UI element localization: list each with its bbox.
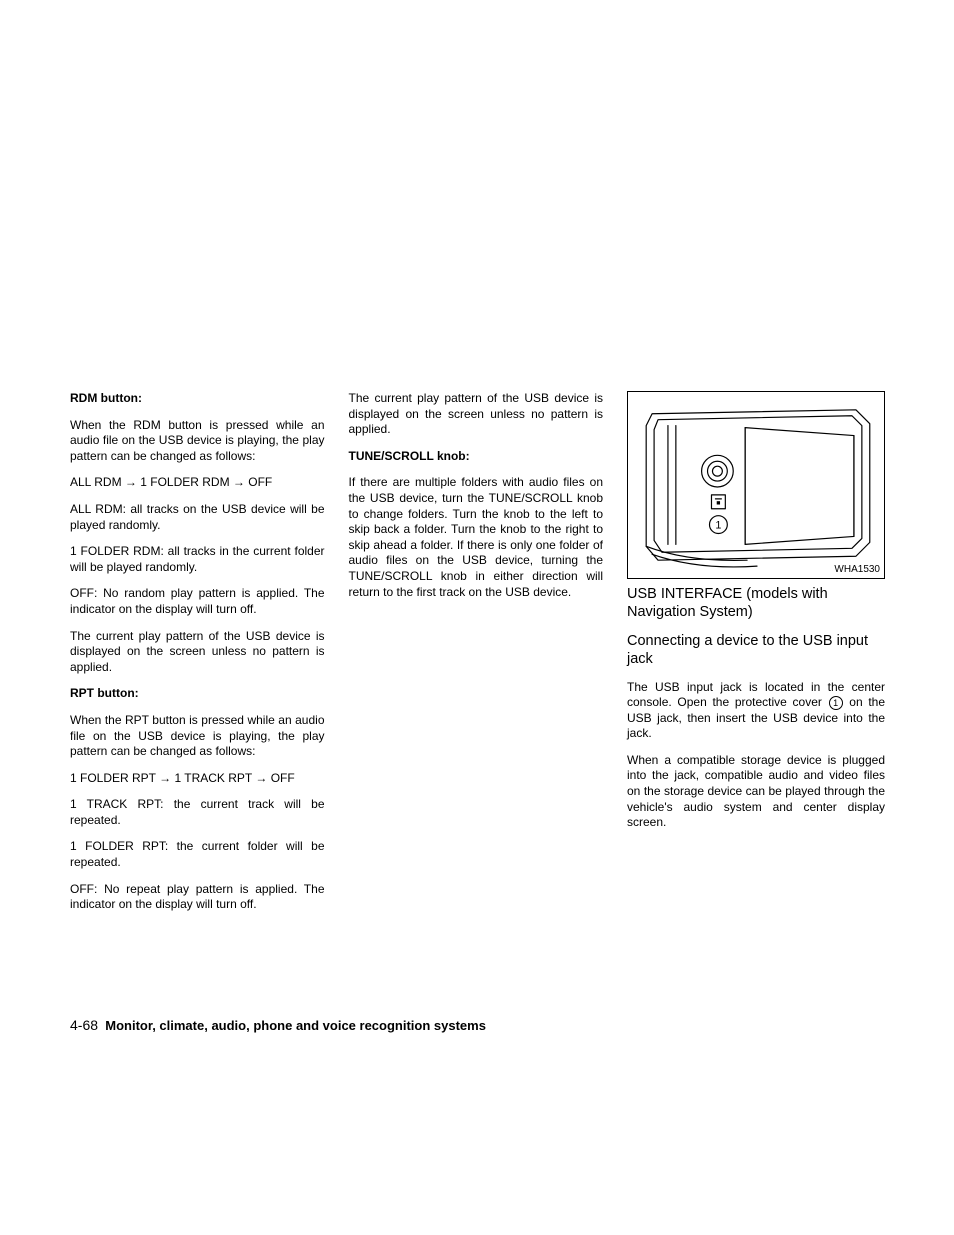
rdm-folder-desc: 1 FOLDER RDM: all tracks in the current … <box>70 544 325 575</box>
rpt-button-label: RPT button: <box>70 686 325 702</box>
figure-callout-1: 1 <box>715 520 721 532</box>
chapter-title: Monitor, climate, audio, phone and voice… <box>105 1018 486 1033</box>
content-columns: RDM button: When the RDM button is press… <box>70 391 885 924</box>
circled-one-icon: 1 <box>829 696 843 710</box>
usb-interface-heading: USB INTERFACE (models with Navigation Sy… <box>627 585 885 621</box>
figure-code: WHA1530 <box>834 563 880 576</box>
column-3: 1 ■ WHA1530 USB INTERFACE (models with N… <box>627 391 885 924</box>
usb-compatible-note: When a compatible storage device is plug… <box>627 753 885 831</box>
rpt-folder-desc: 1 FOLDER RPT: the current folder will be… <box>70 839 325 870</box>
rpt-track-desc: 1 TRACK RPT: the current track will be r… <box>70 797 325 828</box>
figure-cover-icon: ■ <box>716 500 720 507</box>
usb-jack-drawing: 1 ■ <box>628 392 884 578</box>
column-1: RDM button: When the RDM button is press… <box>70 391 325 924</box>
tune-scroll-desc: If there are multiple folders with audio… <box>349 475 604 600</box>
usb-jack-location: The USB input jack is located in the cen… <box>627 680 885 742</box>
page-number: 4-68 <box>70 1017 98 1033</box>
rdm-display-note: The current play pattern of the USB devi… <box>70 629 325 676</box>
page: RDM button: When the RDM button is press… <box>0 0 954 1235</box>
carry-over-text: The current play pattern of the USB devi… <box>349 391 604 438</box>
rpt-off-desc: OFF: No repeat play pattern is applied. … <box>70 882 325 913</box>
connecting-heading: Connecting a device to the USB input jac… <box>627 632 885 668</box>
rpt-intro: When the RPT button is pressed while an … <box>70 713 325 760</box>
rdm-button-label: RDM button: <box>70 391 325 407</box>
rdm-off-desc: OFF: No random play pattern is applied. … <box>70 586 325 617</box>
column-2: The current play pattern of the USB devi… <box>349 391 604 924</box>
tune-scroll-label: TUNE/SCROLL knob: <box>349 449 604 465</box>
rdm-sequence: ALL RDM → 1 FOLDER RDM → OFF <box>70 475 325 491</box>
rdm-all-desc: ALL RDM: all tracks on the USB device wi… <box>70 502 325 533</box>
rpt-sequence: 1 FOLDER RPT → 1 TRACK RPT → OFF <box>70 771 325 787</box>
rdm-intro: When the RDM button is pressed while an … <box>70 418 325 465</box>
usb-jack-figure: 1 ■ WHA1530 <box>627 391 885 579</box>
page-footer: 4-68 Monitor, climate, audio, phone and … <box>70 1017 486 1033</box>
